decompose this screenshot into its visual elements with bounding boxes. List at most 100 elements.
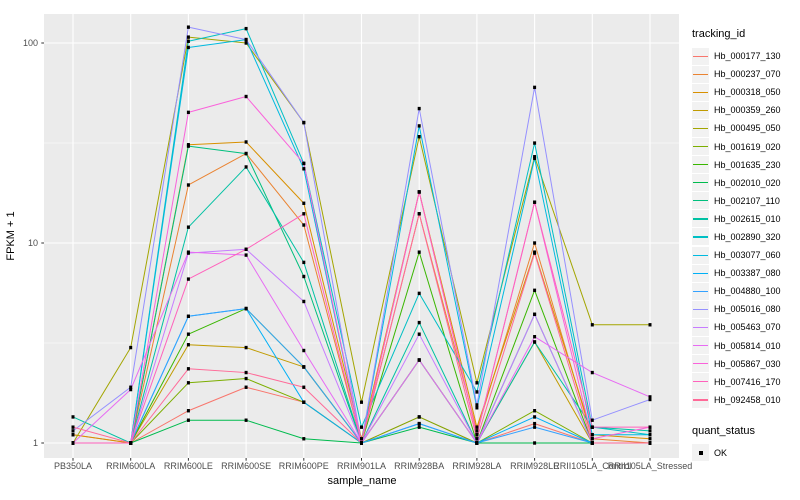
data-point bbox=[533, 85, 537, 90]
legend-item-Hb_000359_260[interactable]: Hb_000359_260 bbox=[692, 101, 798, 119]
data-point bbox=[302, 437, 306, 441]
data-point bbox=[533, 409, 537, 413]
legend-item-label: Hb_000495_050 bbox=[714, 123, 781, 134]
legend-item-label: Hb_002107_110 bbox=[714, 195, 780, 206]
legend-item-label: Hb_002890_320 bbox=[714, 231, 781, 242]
legend-item-label: Hb_000359_260 bbox=[714, 105, 781, 116]
x-tick-label: PB350LA bbox=[53, 461, 93, 471]
data-point bbox=[244, 37, 248, 42]
data-point bbox=[475, 437, 479, 441]
legend-item-Hb_002107_110[interactable]: Hb_002107_110 bbox=[692, 192, 798, 210]
data-point bbox=[302, 223, 306, 227]
quant-ok-label: OK bbox=[714, 447, 728, 458]
legend-key-line-icon bbox=[692, 101, 709, 119]
data-point bbox=[302, 120, 306, 125]
data-point bbox=[71, 425, 75, 429]
legend-item-Hb_005463_070[interactable]: Hb_005463_070 bbox=[692, 318, 798, 336]
quant-ok-key-icon bbox=[692, 444, 709, 462]
legend-key-line-icon bbox=[692, 119, 709, 137]
data-point bbox=[244, 370, 248, 375]
x-tick-label: RRII105LA_Control bbox=[553, 461, 632, 471]
data-point bbox=[302, 201, 306, 205]
x-tick-label: RRIM928LE bbox=[510, 461, 560, 471]
legend-item-Hb_002615_010[interactable]: Hb_002615_010 bbox=[692, 210, 798, 228]
legend-item-Hb_000318_050[interactable]: Hb_000318_050 bbox=[692, 83, 798, 101]
legend-item-Hb_003077_060[interactable]: Hb_003077_060 bbox=[692, 246, 798, 264]
legend-item-Hb_007416_170[interactable]: Hb_007416_170 bbox=[692, 373, 798, 391]
data-point bbox=[533, 340, 537, 344]
data-point bbox=[648, 429, 652, 433]
data-point bbox=[475, 429, 479, 433]
legend-item-Hb_002010_020[interactable]: Hb_002010_020 bbox=[692, 174, 798, 192]
legend-item-Hb_003387_080[interactable]: Hb_003387_080 bbox=[692, 264, 798, 282]
data-point bbox=[590, 370, 594, 375]
legend-item-Hb_001619_020[interactable]: Hb_001619_020 bbox=[692, 137, 798, 156]
data-point bbox=[186, 225, 190, 229]
data-point bbox=[186, 144, 190, 148]
legend-item-label: Hb_002615_010 bbox=[714, 213, 781, 224]
data-point bbox=[186, 409, 190, 413]
legend-key-line-icon bbox=[692, 138, 709, 156]
legend-item-Hb_002890_320[interactable]: Hb_002890_320 bbox=[692, 228, 798, 246]
data-point bbox=[475, 441, 479, 445]
legend-key-line-icon bbox=[692, 355, 709, 373]
legend-key-line-icon bbox=[692, 318, 709, 336]
legend-item-Hb_000237_070[interactable]: Hb_000237_070 bbox=[692, 65, 798, 83]
data-point bbox=[71, 429, 75, 433]
legend-key-line-icon bbox=[692, 282, 709, 300]
legend-key-line-icon bbox=[692, 174, 709, 192]
legend-item-Hb_004880_100[interactable]: Hb_004880_100 bbox=[692, 282, 798, 300]
legend-key-line-icon bbox=[692, 192, 709, 210]
x-axis-title: sample_name bbox=[327, 475, 397, 487]
legend-key-line-icon bbox=[692, 47, 709, 65]
data-point bbox=[590, 323, 594, 327]
data-point bbox=[186, 35, 190, 39]
legend-entries: Hb_000177_130 Hb_000237_070 Hb_000318_050 H… bbox=[692, 47, 798, 409]
data-point bbox=[129, 441, 133, 445]
quant-status-legend: quant_status OK bbox=[692, 425, 798, 462]
data-point bbox=[302, 365, 306, 369]
x-tick-label: RRIM600LA bbox=[106, 461, 156, 471]
legend-item-label: Hb_005016_080 bbox=[714, 304, 781, 315]
y-tick-label: 10 bbox=[27, 237, 38, 248]
legend-item-Hb_005016_080[interactable]: Hb_005016_080 bbox=[692, 300, 798, 318]
data-point bbox=[186, 25, 190, 29]
data-point bbox=[533, 312, 537, 317]
data-point bbox=[186, 367, 190, 371]
x-tick-label: RRII105LA_Stressed bbox=[607, 461, 693, 471]
data-point bbox=[129, 385, 133, 389]
data-point bbox=[129, 345, 133, 350]
x-tick-label: RRIM600SE bbox=[221, 461, 272, 471]
legend-item-Hb_001635_230[interactable]: Hb_001635_230 bbox=[692, 156, 798, 174]
legend-item-Hb_000495_050[interactable]: Hb_000495_050 bbox=[692, 119, 798, 137]
data-point bbox=[417, 135, 421, 139]
y-tick-label: 100 bbox=[22, 37, 38, 48]
data-point bbox=[417, 190, 421, 194]
data-point bbox=[302, 299, 306, 304]
data-point bbox=[417, 124, 421, 128]
legend-item-Hb_092458_010[interactable]: Hb_092458_010 bbox=[692, 391, 798, 409]
data-point bbox=[417, 421, 421, 426]
legend-key-line-icon bbox=[692, 228, 709, 246]
data-point bbox=[417, 332, 421, 336]
data-point bbox=[186, 110, 190, 115]
legend-item-Hb_005867_030[interactable]: Hb_005867_030 bbox=[692, 355, 798, 373]
legend-item-Hb_000177_130[interactable]: Hb_000177_130 bbox=[692, 47, 798, 65]
data-point bbox=[648, 395, 652, 399]
quant-legend-title: quant_status bbox=[692, 424, 755, 437]
data-point bbox=[533, 335, 537, 339]
quant-legend-item[interactable]: OK bbox=[692, 444, 798, 462]
data-point bbox=[71, 415, 75, 419]
legend-item-label: Hb_000177_130 bbox=[714, 51, 781, 62]
legend-item-label: Hb_004880_100 bbox=[714, 286, 781, 297]
data-point bbox=[475, 403, 479, 407]
data-point bbox=[590, 418, 594, 422]
legend-item-label: Hb_092458_010 bbox=[714, 394, 781, 405]
data-point bbox=[417, 212, 421, 216]
data-point bbox=[648, 323, 652, 327]
data-point bbox=[533, 441, 537, 445]
legend-key-line-icon bbox=[692, 373, 709, 391]
legend-item-Hb_005814_010[interactable]: Hb_005814_010 bbox=[692, 337, 798, 355]
legend-item-label: Hb_005463_070 bbox=[714, 322, 781, 333]
